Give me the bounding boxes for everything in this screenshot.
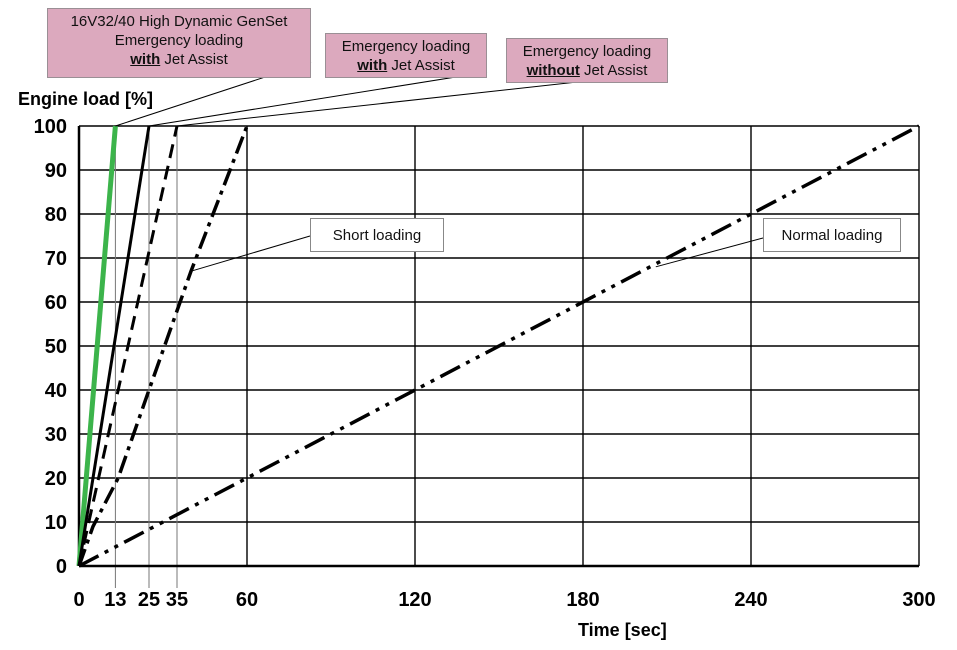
x-tick-label: 25 [138,589,160,611]
annotation-genset: 16V32/40 High Dynamic GenSet Emergency l… [47,8,311,78]
y-tick-label: 10 [45,512,67,534]
grid [77,125,920,588]
y-tick-label: 0 [56,556,67,578]
x-tick-label: 60 [236,589,258,611]
annotation-normal-loading-text: Normal loading [781,227,883,244]
annotation-without-jet-assist: Emergency loading without Jet Assist [506,38,668,83]
annotation-without-ja-rest: Jet Assist [579,62,648,79]
series-line-3 [77,125,179,567]
x-axis-title: Time [sec] [578,620,667,640]
x-tick-label: 0 [73,589,84,611]
y-axis-title: Engine load [%] [18,89,153,109]
annotation-without-ja-line2: without Jet Assist [507,61,667,80]
y-tick-label: 100 [34,116,67,138]
series-line-1 [76,125,118,567]
series-lines [76,124,920,568]
y-tick-label: 20 [45,468,67,490]
y-tick-label: 40 [45,380,67,402]
y-tick-label: 30 [45,424,67,446]
leader-with-ja [148,71,488,127]
x-tick-label: 13 [104,589,126,611]
x-tick-label: 300 [902,589,935,611]
annotation-short-loading-text: Short loading [332,227,422,244]
tick-labels: 0 10 20 30 40 50 60 70 80 90 100 0 13 25 35 60 120 180 240… [34,116,936,611]
annotation-with-ja-rest: Jet Assist [387,57,455,74]
x-tick-label: 180 [566,589,599,611]
series-line-2 [77,125,151,567]
annotation-with-ja-bold: with [357,57,388,74]
series-line-5 [78,124,920,568]
y-tick-label: 70 [45,248,67,270]
leader-normal-loading [655,237,764,268]
leader-short-loading [190,235,311,272]
x-tick-label: 35 [166,589,188,611]
x-tick-label: 120 [398,589,431,611]
y-tick-label: 80 [45,204,67,226]
x-tick-label: 240 [734,589,767,611]
annotation-short-loading: Short loading [310,218,444,252]
annotation-genset-line1: 16V32/40 High Dynamic GenSet [70,13,288,30]
annotation-without-ja-line1: Emergency loading [522,43,652,60]
annotation-normal-loading: Normal loading [763,218,901,252]
series-line-4 [77,125,249,567]
annotation-genset-line2: Emergency loading [114,32,244,49]
y-tick-label: 60 [45,292,67,314]
annotation-with-ja-line1: Emergency loading [341,38,471,55]
annotation-with-ja-line2: with Jet Assist [326,56,486,75]
annotation-genset-rest: Jet Assist [160,51,228,68]
y-tick-label: 50 [45,336,67,358]
annotation-without-ja-bold: without [526,62,580,79]
annotation-genset-bold: with [130,51,161,68]
annotation-with-jet-assist: Emergency loading with Jet Assist [325,33,487,78]
y-tick-label: 90 [45,160,67,182]
annotation-genset-line3: with Jet Assist [48,50,310,69]
